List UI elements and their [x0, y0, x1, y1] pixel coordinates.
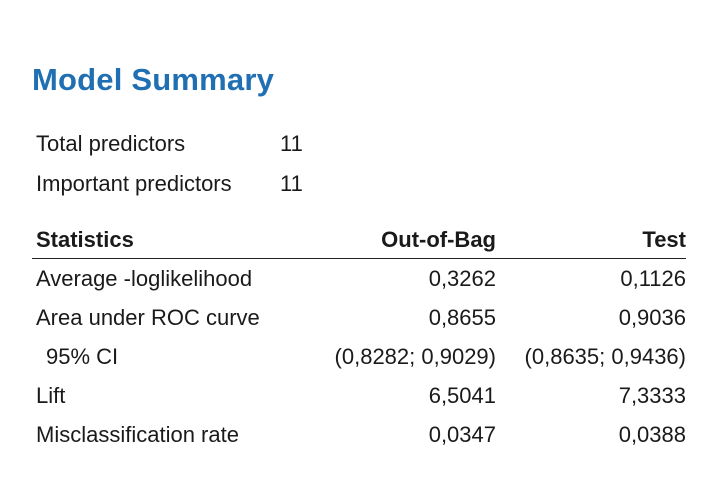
summary-label: Important predictors: [36, 171, 232, 196]
summary-row-total-predictors: Total predictors 11: [36, 124, 303, 164]
table-row: Average -loglikelihood 0,3262 0,1126: [32, 259, 686, 299]
summary-value: 11: [280, 131, 303, 156]
out-of-bag-value: 0,3262: [428, 265, 496, 291]
table-row: Misclassification rate 0,0347 0,0388: [32, 415, 686, 454]
column-header-statistics: Statistics: [32, 222, 308, 259]
out-of-bag-value: 0,8655: [428, 304, 496, 330]
table-row: Area under ROC curve 0,8655 0,9036: [32, 298, 686, 337]
out-of-bag-value: 0,0347: [428, 421, 496, 447]
test-value: 7,3333: [618, 382, 686, 408]
table-row: 95% CI (0,8282; 0,9029) (0,8635; 0,9436): [32, 337, 686, 376]
column-header-test: Test: [496, 222, 686, 259]
out-of-bag-value: (0,8282; 0,9029): [334, 343, 496, 369]
row-label: Lift: [36, 382, 66, 408]
statistics-table: Statistics Out-of-Bag Test Average -logl…: [32, 222, 686, 454]
test-value: 0,0388: [618, 421, 686, 447]
test-value: (0,8635; 0,9436): [524, 343, 686, 369]
predictor-summary: Total predictors 11 Important predictors…: [36, 124, 303, 204]
table-row: Lift 6,5041 7,3333: [32, 376, 686, 415]
test-value: 0,1126: [620, 265, 686, 291]
row-label: Average -loglikelihood: [36, 265, 253, 291]
table-header-row: Statistics Out-of-Bag Test: [32, 222, 686, 259]
test-value: 0,9036: [618, 304, 686, 330]
summary-value: 11: [280, 171, 303, 196]
column-header-out-of-bag: Out-of-Bag: [308, 222, 496, 259]
row-label: 95% CI: [46, 343, 119, 369]
summary-row-important-predictors: Important predictors 11: [36, 164, 303, 204]
page-title: Model Summary: [32, 62, 275, 97]
row-label: Misclassification rate: [36, 421, 239, 447]
summary-label: Total predictors: [36, 131, 186, 156]
row-label: Area under ROC curve: [36, 304, 260, 330]
out-of-bag-value: 6,5041: [428, 382, 496, 408]
